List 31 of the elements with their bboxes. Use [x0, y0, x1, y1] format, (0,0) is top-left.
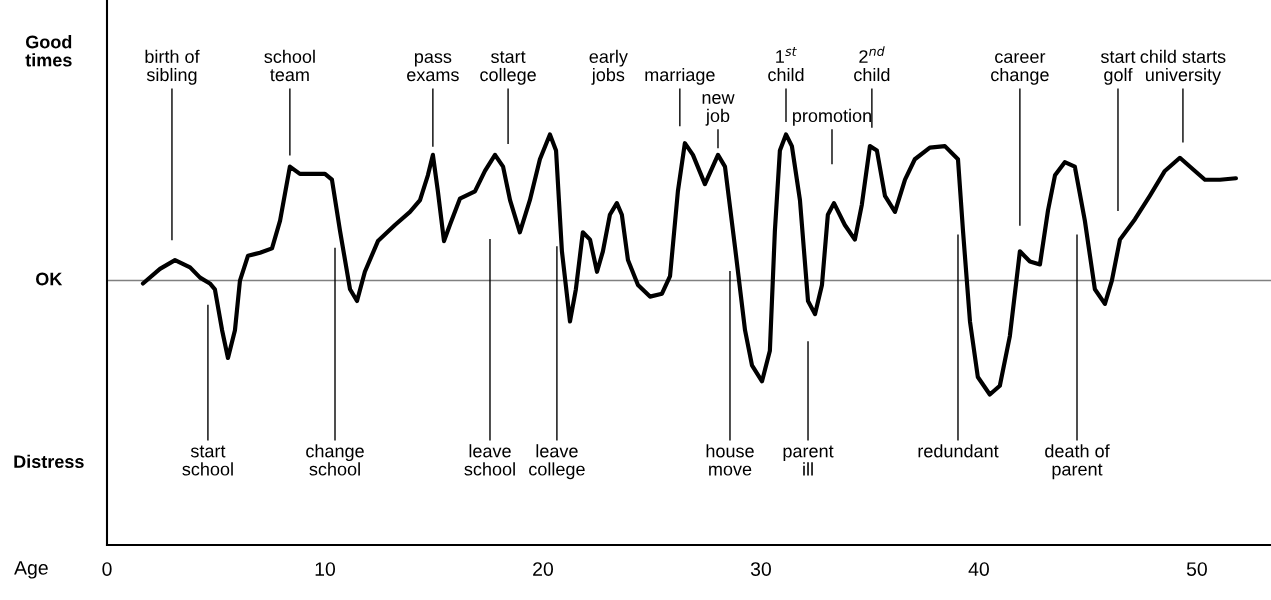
text: child starts university — [1140, 49, 1226, 85]
text: early jobs — [589, 49, 628, 85]
text: birth of sibling — [145, 49, 200, 85]
text: start golf — [1100, 51, 1136, 85]
text: start school — [182, 445, 233, 476]
text: 2$^{nd}$ child — [854, 46, 890, 82]
text: leave school — [464, 444, 515, 476]
text: change school — [306, 444, 364, 476]
text: death of parent — [1045, 444, 1110, 480]
text: pass exams — [407, 53, 459, 82]
x-tick-label: 20 — [533, 562, 554, 576]
x-tick-label: 30 — [750, 562, 771, 576]
x-tick-label: 50 — [1186, 562, 1207, 576]
text: Good times — [25, 35, 72, 67]
text: new job — [702, 94, 735, 126]
text: start college — [480, 51, 536, 85]
x-axis-title: Age — [14, 561, 48, 579]
text: OK — [36, 272, 63, 286]
text: school team — [264, 49, 315, 82]
text: marriage — [645, 67, 715, 85]
text: 1$^{st}$ child — [768, 46, 804, 82]
text: leave college — [529, 444, 585, 480]
text: redundant — [918, 444, 999, 458]
text: parent ill — [783, 445, 834, 476]
x-tick-label: 40 — [968, 562, 989, 576]
text: Distress — [14, 454, 84, 469]
x-tick-label: 0 — [102, 562, 112, 576]
text: house move — [706, 444, 754, 476]
text: promotion — [793, 108, 871, 126]
x-tick-label: 10 — [315, 562, 336, 576]
text: career change — [991, 53, 1049, 85]
